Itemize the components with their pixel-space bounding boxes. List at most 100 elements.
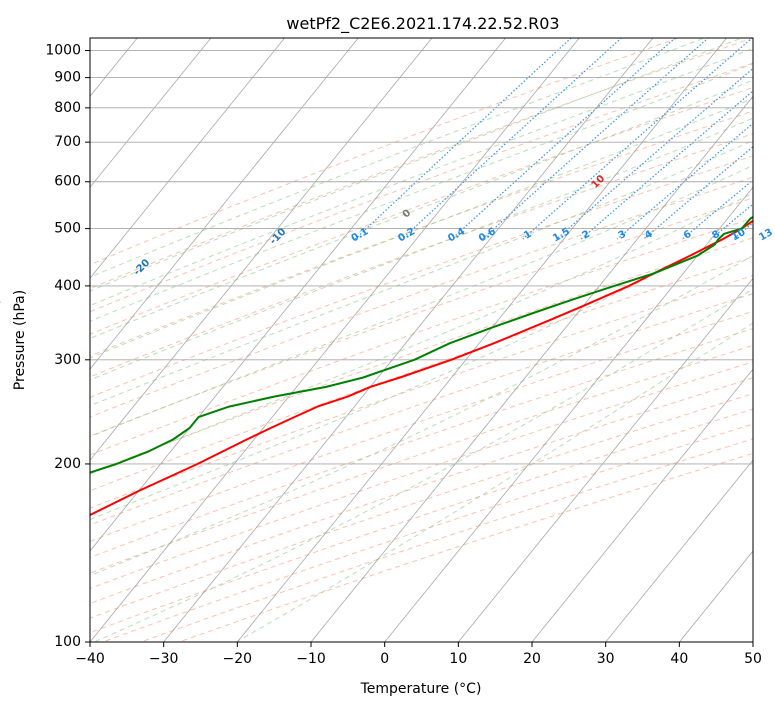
moist-adiabat-line	[90, 192, 753, 475]
x-tick-label: 20	[523, 651, 541, 667]
dry-adiabat-line	[90, 133, 753, 378]
moist-adiabat-line	[90, 164, 753, 438]
dry-adiabat-line	[90, 155, 753, 398]
dry-adiabat-label: -10	[268, 226, 289, 247]
dry-adiabat-line	[90, 237, 753, 474]
moist-adiabat-line	[90, 97, 753, 359]
chart-title: wetPf2_C2E6.2021.174.22.52.R03	[286, 14, 559, 34]
mixing-ratio-label: 1	[522, 229, 534, 242]
x-tick-label: 40	[670, 651, 688, 667]
dry-adiabat-line	[101, 423, 753, 642]
dry-adiabat-line	[90, 327, 753, 558]
mixing-ratio-label: 6	[682, 229, 694, 242]
mixing-ratio-label: 3	[617, 229, 629, 242]
x-tick-label: −20	[223, 651, 253, 667]
mixing-ratio-line	[522, 38, 753, 240]
isotherm-line	[90, 38, 286, 279]
mixing-ratio-line	[556, 67, 753, 240]
isotherm-line	[236, 38, 728, 642]
x-axis-label: Temperature (°C)	[360, 681, 482, 697]
isotherm-line	[163, 38, 654, 642]
x-tick-label: 50	[744, 651, 762, 667]
dry-adiabat-line	[90, 393, 753, 619]
y-tick-label: 900	[54, 70, 81, 86]
x-tick-label: −30	[149, 651, 179, 667]
mixing-ratio-line	[580, 90, 753, 240]
x-tick-label: 10	[449, 651, 467, 667]
dry-adiabat-line	[90, 256, 753, 492]
dry-adiabat-line	[90, 176, 753, 418]
y-tick-label: 700	[54, 134, 81, 150]
moist-adiabat-line	[90, 254, 753, 577]
plot-frame	[89, 37, 754, 643]
isotherm-line	[678, 550, 753, 642]
isotherm-line	[90, 38, 212, 188]
isotherm-line	[90, 38, 580, 642]
dry-adiabat-label: -30	[0, 296, 4, 317]
mixing-ratio-label: 13	[757, 227, 775, 244]
mixing-ratio-line	[733, 222, 753, 240]
moist-adiabat-line	[235, 322, 753, 642]
isotherm-line	[90, 38, 359, 370]
moist-adiabat-line	[90, 38, 744, 292]
moist-adiabat-line	[93, 288, 753, 642]
mixing-ratio-label: 8	[710, 229, 722, 242]
dry-adiabat-label: -20	[132, 257, 153, 278]
y-tick-label: 400	[54, 278, 81, 294]
mixing-ratio-label: 10	[730, 227, 748, 244]
isotherm-line	[457, 277, 753, 642]
moist-adiabat-line	[90, 63, 753, 322]
dry-adiabat-line	[90, 110, 753, 357]
y-tick-label: 600	[54, 174, 81, 190]
isotherm-line	[605, 459, 753, 642]
dry-adiabat-line	[90, 38, 680, 266]
dry-adiabat-line	[90, 274, 753, 509]
moist-adiabat-line	[90, 222, 753, 521]
dry-adiabat-line	[90, 86, 753, 335]
y-tick-label: 300	[54, 352, 81, 368]
isotherm-line	[90, 38, 507, 552]
moist-adiabat-line	[90, 38, 706, 278]
x-tick-label: −40	[75, 651, 105, 667]
mixing-ratio-label: 2	[581, 229, 593, 242]
dry-adiabat-line	[90, 38, 753, 290]
mixing-ratio-line	[616, 122, 753, 240]
isotherm-line	[384, 186, 753, 642]
mixing-ratio-line	[481, 38, 710, 240]
dewpoint-profile-line	[90, 215, 753, 474]
dry-adiabat-line	[90, 344, 753, 574]
axis-layer: −40 −30 −20 −10 0 10 20 30 40 5010020030040050060…	[45, 43, 762, 667]
isotherm-line	[531, 368, 753, 642]
y-tick-label: 500	[54, 221, 81, 237]
temperature-profile-line	[90, 219, 753, 517]
y-tick-label: 800	[54, 100, 81, 116]
mixing-ratio-line	[761, 26, 775, 239]
dry-adiabat-line	[90, 310, 753, 542]
mixing-ratio-label: 4	[643, 229, 655, 242]
dry-adiabat-line	[90, 197, 753, 437]
dry-adiabat-line	[90, 293, 753, 526]
isotherm-line	[310, 95, 753, 642]
dry-adiabat-line	[90, 217, 753, 456]
y-tick-label: 1000	[45, 43, 81, 59]
y-tick-label: 200	[54, 456, 81, 472]
dry-adiabat-line	[90, 408, 753, 634]
grid-layer	[0, 26, 775, 669]
dry-adiabat-line	[90, 361, 753, 590]
y-axis-label: Pressure (hPa)	[12, 290, 28, 390]
data-layer	[90, 215, 753, 517]
mixing-ratio-line	[401, 38, 623, 240]
x-tick-label: 30	[597, 651, 615, 667]
mixing-ratio-line	[681, 179, 753, 240]
dry-adiabat-line	[90, 62, 753, 313]
y-tick-label: 100	[54, 634, 81, 650]
dry-adiabat-line	[90, 377, 753, 605]
isotherm-line	[90, 38, 433, 461]
moist-adiabat-line	[90, 47, 753, 307]
x-tick-label: −10	[296, 651, 326, 667]
mixing-ratio-line	[354, 38, 572, 240]
x-tick-label: 0	[380, 651, 389, 667]
moist-adiabat-label: 0	[401, 208, 414, 221]
isotherm-line	[0, 26, 73, 669]
